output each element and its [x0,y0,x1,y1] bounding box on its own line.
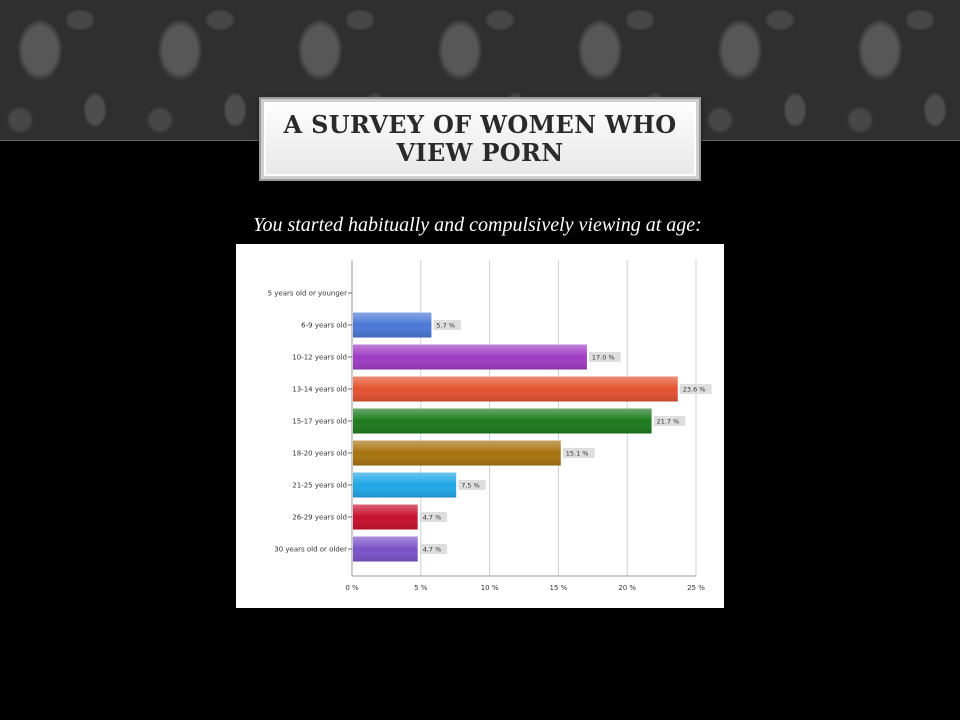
data-label-bg [419,512,448,522]
category-label: 5 years old or younger [268,290,347,298]
data-label: 21.7 % [657,418,680,426]
chart-subtitle: You started habitually and compulsively … [253,214,702,236]
bar-shine [353,344,587,370]
bar-chart: 0 % 5 % 10 % 15 % 20 % 25 % 5 years old or you… [268,260,712,592]
chart-panel: 0 % 5 % 10 % 15 % 20 % 25 % 5 years old or you… [236,244,724,608]
x-tick-label: 5 % [414,584,428,592]
bar-shine [353,440,561,466]
x-tick-label: 0 % [345,584,359,592]
damask-banner [0,0,960,141]
data-label-bg [588,352,621,362]
x-tick-label: 20 % [618,584,636,592]
data-label: 7.5 % [461,482,480,490]
data-label: 15.1 % [566,450,589,458]
category-label: 30 years old or older [274,546,347,554]
x-tick-label: 10 % [481,584,499,592]
page-title: A SURVEY OF WOMEN WHO VIEW PORN [283,110,677,167]
data-label: 23.6 % [683,386,706,394]
data-label-bg [419,544,448,554]
data-label: 4.7 % [423,546,442,554]
data-label-bg [458,480,486,490]
data-label-bg [433,320,461,330]
x-tick-label: 25 % [687,584,705,592]
bar-shine [353,312,432,338]
bar-shine [353,376,678,402]
data-label-bg [562,448,595,458]
category-label: 13-14 years old [292,386,347,394]
bar-shine [353,472,457,498]
category-label: 26-29 years old [292,514,347,522]
bar-shine [353,504,418,530]
category-label: 21-25 years old [292,482,347,490]
category-label: 6-9 years old [301,322,347,330]
data-label: 5.7 % [436,322,455,330]
category-label: 15-17 years old [292,418,347,426]
category-label: 10-12 years old [292,354,347,362]
data-label-bg [679,384,712,394]
title-box: A SURVEY OF WOMEN WHO VIEW PORN [259,97,701,181]
data-label: 4.7 % [423,514,442,522]
data-label-bg [653,416,686,426]
data-label: 17.0 % [592,354,615,362]
bar-shine [353,536,418,562]
bar-shine [353,408,652,434]
x-tick-label: 15 % [550,584,568,592]
category-label: 18-20 years old [292,450,347,458]
